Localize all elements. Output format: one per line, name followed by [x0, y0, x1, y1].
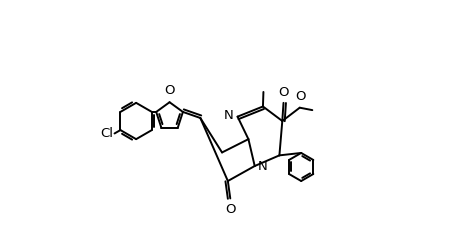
- Text: N: N: [258, 160, 267, 174]
- Text: O: O: [295, 90, 305, 103]
- Text: O: O: [164, 84, 175, 97]
- Text: O: O: [278, 86, 289, 99]
- Text: N: N: [224, 109, 234, 122]
- Text: Cl: Cl: [100, 127, 113, 140]
- Text: O: O: [225, 203, 236, 216]
